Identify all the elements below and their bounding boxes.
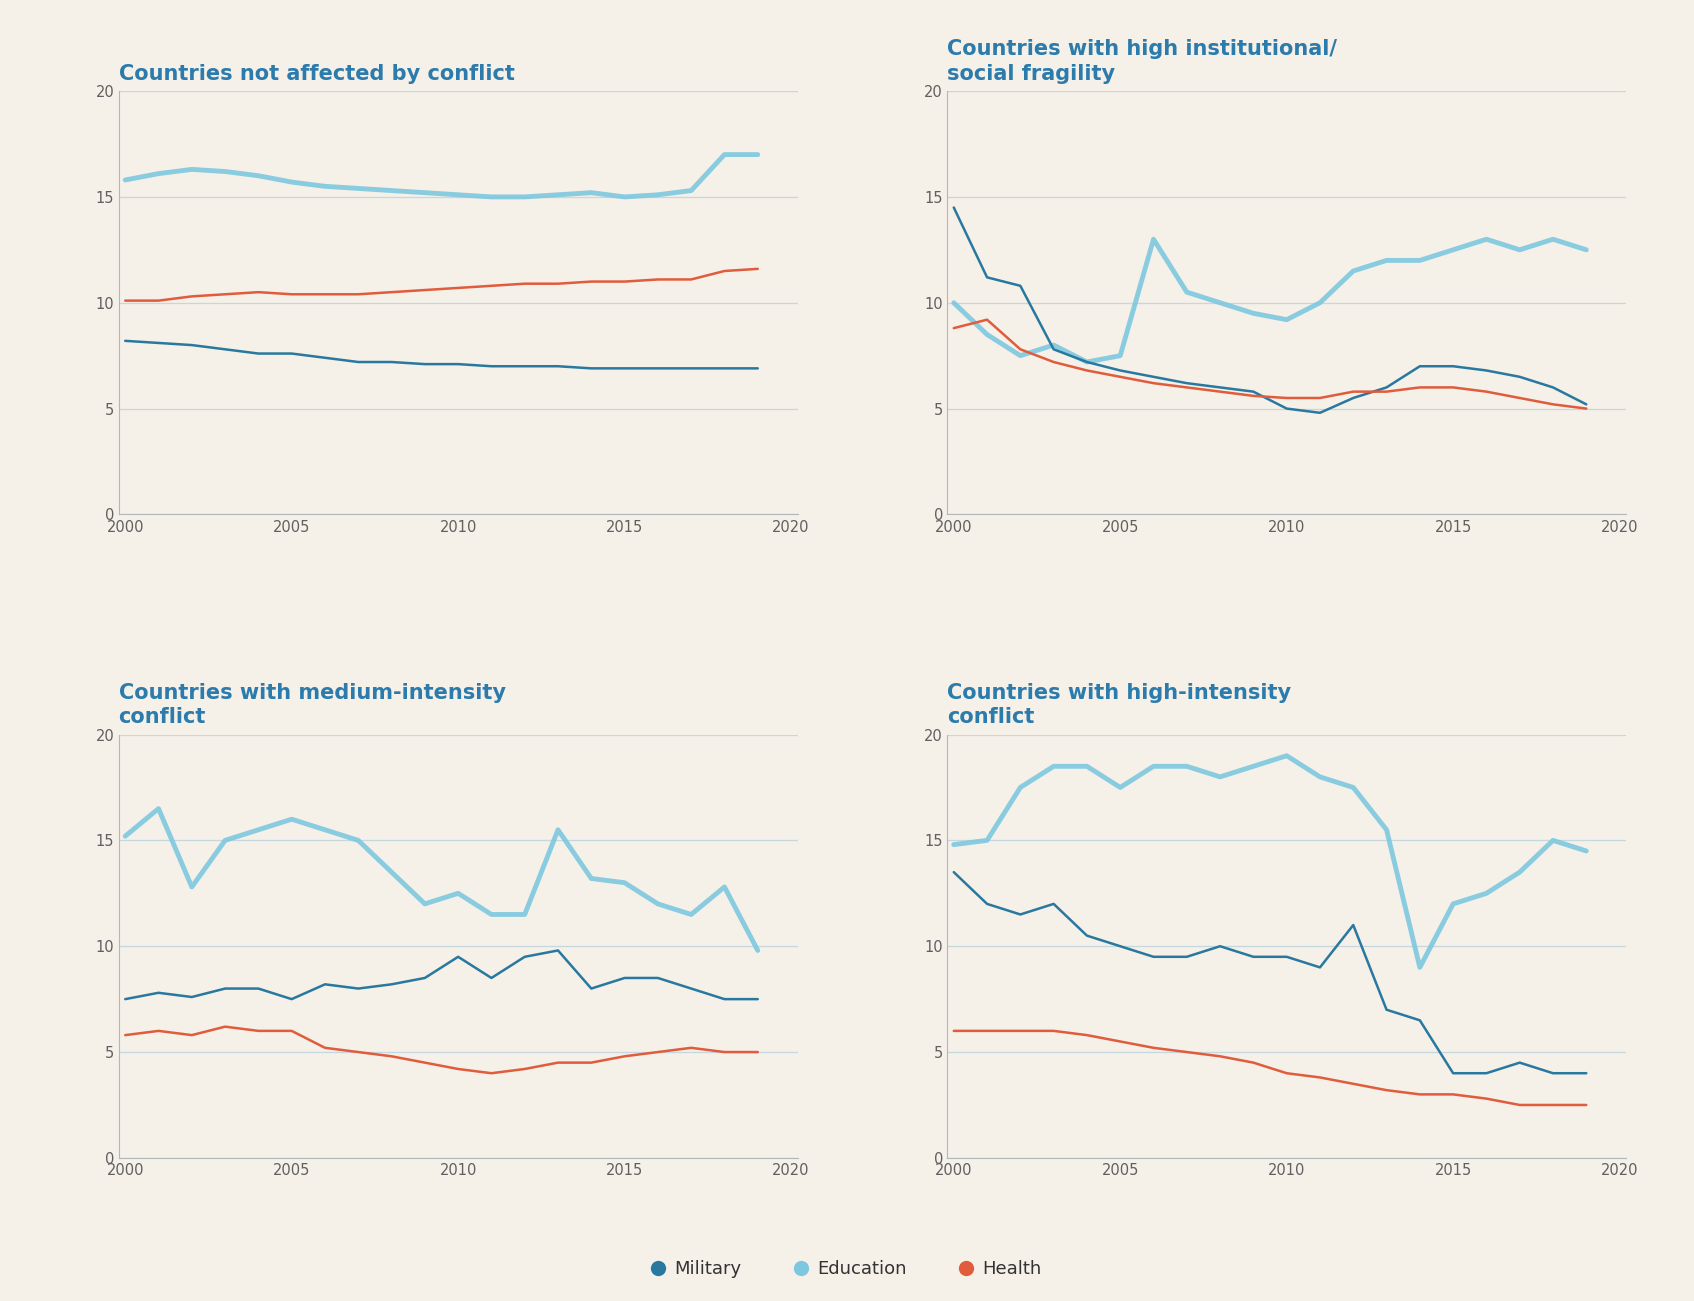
Legend: Military, Education, Health: Military, Education, Health [645,1253,1049,1285]
Text: Countries with medium-intensity
conflict: Countries with medium-intensity conflict [119,683,505,727]
Text: Countries with high institutional/
social fragility: Countries with high institutional/ socia… [947,39,1337,85]
Text: Countries with high-intensity
conflict: Countries with high-intensity conflict [947,683,1291,727]
Text: Countries not affected by conflict: Countries not affected by conflict [119,64,515,85]
